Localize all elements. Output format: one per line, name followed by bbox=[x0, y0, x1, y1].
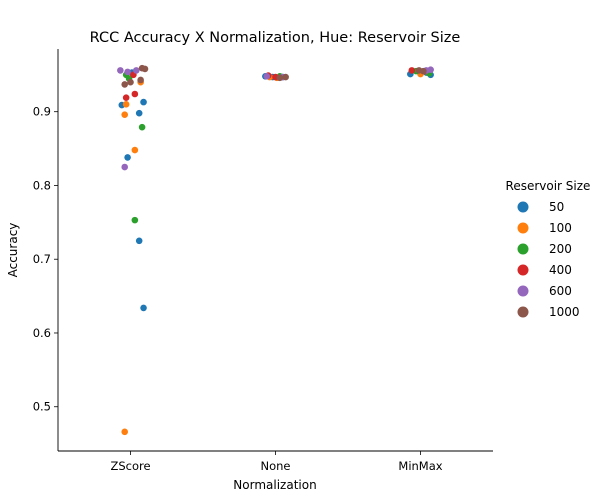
plot-area: 0.5 0.6 0.7 0.8 0.9 ZScore None MinMax bbox=[33, 49, 493, 473]
data-point bbox=[121, 111, 128, 118]
y-tick-label: 0.7 bbox=[33, 252, 51, 266]
data-point bbox=[131, 146, 139, 154]
y-tick-label: 0.9 bbox=[33, 105, 51, 119]
legend-marker bbox=[517, 285, 529, 297]
data-point bbox=[127, 78, 134, 86]
data-point bbox=[140, 98, 147, 106]
legend-marker bbox=[517, 243, 529, 255]
legend-label: 200 bbox=[549, 242, 572, 256]
x-tick-label: None bbox=[260, 459, 290, 473]
legend-marker bbox=[517, 264, 529, 276]
data-point bbox=[117, 67, 124, 74]
x-axis-label: Normalization bbox=[233, 478, 316, 492]
legend-label: 50 bbox=[549, 200, 564, 214]
legend-items: 50 100 200 400 600 1000 bbox=[517, 200, 580, 319]
data-point bbox=[408, 67, 416, 74]
data-point bbox=[427, 66, 434, 73]
x-ticks: ZScore None MinMax bbox=[110, 451, 443, 473]
x-tick-label: MinMax bbox=[398, 459, 442, 473]
data-points bbox=[117, 64, 434, 436]
y-ticks: 0.5 0.6 0.7 0.8 0.9 bbox=[33, 105, 58, 414]
data-point bbox=[135, 109, 143, 117]
data-point bbox=[141, 65, 149, 73]
x-tick-label: ZScore bbox=[110, 459, 150, 473]
y-tick-label: 0.6 bbox=[33, 326, 51, 340]
data-point bbox=[131, 90, 139, 98]
data-point bbox=[122, 94, 130, 101]
legend-marker bbox=[517, 222, 529, 234]
data-point bbox=[276, 74, 284, 82]
data-point bbox=[140, 304, 147, 312]
data-point bbox=[133, 67, 140, 74]
legend-label: 400 bbox=[549, 263, 572, 277]
y-tick-label: 0.5 bbox=[33, 400, 51, 414]
data-point bbox=[121, 428, 128, 436]
y-axis-label: Accuracy bbox=[6, 223, 20, 278]
legend-label: 1000 bbox=[549, 305, 580, 319]
data-point bbox=[420, 67, 427, 75]
legend-label: 600 bbox=[549, 284, 572, 298]
data-point bbox=[131, 216, 139, 224]
data-point bbox=[122, 101, 130, 108]
data-point bbox=[124, 68, 131, 76]
data-point bbox=[124, 154, 131, 161]
data-point bbox=[263, 72, 271, 80]
data-point bbox=[282, 73, 289, 81]
data-point bbox=[138, 123, 146, 131]
y-tick-label: 0.8 bbox=[33, 178, 51, 192]
data-point bbox=[121, 163, 128, 171]
legend-title: Reservoir Size bbox=[506, 179, 591, 193]
legend-label: 100 bbox=[549, 221, 572, 235]
data-point bbox=[135, 237, 143, 245]
data-point bbox=[137, 76, 144, 84]
chart-title: RCC Accuracy X Normalization, Hue: Reser… bbox=[90, 30, 461, 46]
legend: Reservoir Size 50 100 200 400 600 1000 bbox=[506, 179, 591, 319]
legend-marker bbox=[517, 201, 529, 213]
legend-marker bbox=[517, 306, 529, 318]
data-point bbox=[121, 81, 128, 88]
